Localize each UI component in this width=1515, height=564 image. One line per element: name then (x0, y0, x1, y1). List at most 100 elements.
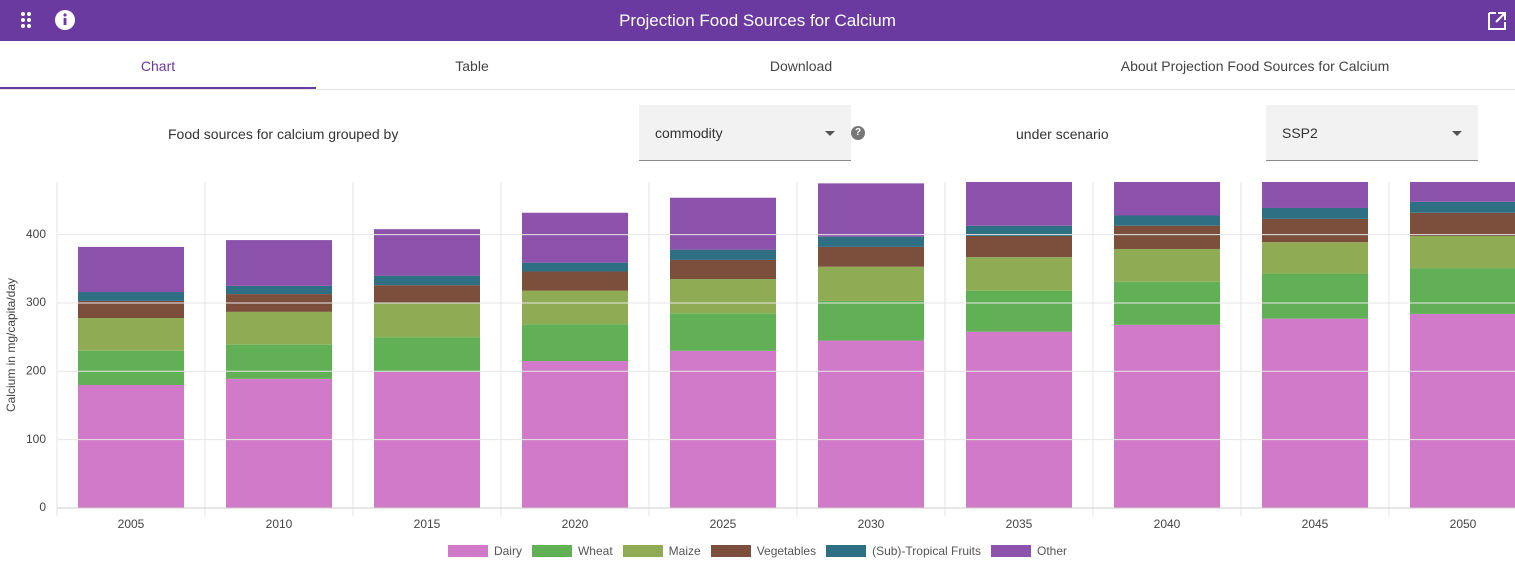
bar-segment (818, 246, 924, 267)
apps-icon[interactable] (19, 11, 39, 31)
bar-segment (522, 361, 628, 508)
scenario-select[interactable]: SSP2 (1266, 105, 1478, 161)
bar-segment (1114, 248, 1220, 282)
bar-segment (374, 337, 480, 372)
legend-item[interactable]: Dairy (447, 544, 522, 558)
legend-swatch (447, 545, 488, 557)
bar-segment (226, 344, 332, 379)
bar-segment (374, 275, 480, 286)
bar-segment (1410, 235, 1515, 269)
x-tick-label: 2045 (1302, 517, 1329, 531)
legend-item[interactable]: (Sub)-Tropical Fruits (826, 544, 981, 558)
legend-item[interactable]: Vegetables (710, 544, 817, 558)
chart: Calcium in mg/capita/day 0 100 200 300 400 20… (4, 182, 1515, 531)
bar-segment (1262, 242, 1368, 274)
bar-segment (1410, 201, 1515, 213)
bar-segment (670, 313, 776, 351)
bar-segment (522, 212, 628, 263)
legend-label: Maize (668, 544, 701, 558)
legend-label: Other (1037, 544, 1068, 558)
x-tick-label: 2005 (118, 517, 145, 531)
bar-segment (1410, 268, 1515, 314)
bar-segment (1114, 225, 1220, 249)
bar-segment (522, 271, 628, 291)
legend-label: Vegetables (756, 544, 817, 558)
tab-indicator (0, 87, 316, 89)
bar-segment (966, 225, 1072, 236)
bar-segment (374, 285, 480, 303)
bar-segment (1410, 313, 1515, 508)
bar-segment (818, 300, 924, 341)
bar-segment (670, 259, 776, 280)
bar-segment (818, 183, 924, 237)
legend-label: Wheat (577, 544, 613, 558)
bar-segment (1262, 318, 1368, 508)
bar-segment (78, 350, 184, 385)
bar-segment (226, 240, 332, 286)
bar-segment (78, 300, 184, 319)
bar-segment (374, 229, 480, 276)
legend: Dairy Wheat Maize Vegetables (Sub)-Tropical … (0, 544, 1515, 558)
bar-segment (78, 384, 184, 508)
bar-segment (670, 249, 776, 260)
y-tick-label: 100 (26, 432, 46, 446)
bar-segment (1410, 212, 1515, 236)
x-tick-label: 2040 (1154, 517, 1181, 531)
bar-segment (818, 236, 924, 247)
legend-label: (Sub)-Tropical Fruits (872, 544, 981, 558)
tab[interactable]: Table (455, 58, 489, 74)
bar-segment (1114, 215, 1220, 226)
tab[interactable]: Chart (140, 58, 176, 74)
bar-segment (670, 197, 776, 250)
bar-segment (966, 257, 1072, 291)
legend-swatch (531, 545, 572, 557)
bar-segment (226, 311, 332, 345)
x-tick-label: 2035 (1006, 517, 1033, 531)
y-tick-label: 300 (26, 295, 46, 309)
bar-segment (1262, 218, 1368, 243)
bar-segment (966, 331, 1072, 508)
y-tick-label: 200 (26, 363, 46, 377)
x-tick-label: 2025 (710, 517, 737, 531)
y-axis-label: Calcium in mg/capita/day (4, 278, 18, 412)
bar-segment (818, 340, 924, 508)
bar-segment (1114, 324, 1220, 508)
bar-segment (1262, 207, 1368, 219)
tab[interactable]: Download (769, 58, 833, 74)
legend-item[interactable]: Wheat (531, 544, 613, 558)
legend-label: Dairy (493, 544, 522, 558)
x-tick-label: 2050 (1450, 517, 1477, 531)
open-external-icon[interactable] (1487, 11, 1507, 31)
legend-swatch (710, 545, 751, 557)
bar-segment (966, 235, 1072, 258)
app-header: Projection Food Sources for Calcium (0, 0, 1515, 41)
bar-segment (522, 324, 628, 362)
app-title: Projection Food Sources for Calcium (619, 11, 896, 30)
legend-swatch (622, 545, 663, 557)
select-value: commodity (655, 125, 723, 141)
x-tick-label: 2015 (414, 517, 441, 531)
legend-item[interactable]: Maize (622, 544, 701, 558)
group-select[interactable]: commodity (639, 105, 851, 161)
info-icon[interactable] (54, 9, 76, 31)
legend-swatch (826, 545, 867, 557)
bar-segment (966, 290, 1072, 332)
x-tick-label: 2030 (858, 517, 885, 531)
bar-segment (818, 266, 924, 301)
bar-segment (374, 302, 480, 338)
bar-segment (1262, 182, 1368, 208)
bar-segment (670, 350, 776, 508)
help-icon[interactable]: ? (851, 126, 865, 140)
bar-segment (78, 318, 184, 351)
bar-segment (1262, 273, 1368, 319)
bar-segment (966, 182, 1072, 226)
x-tick-label: 2020 (562, 517, 589, 531)
bar-segment (522, 290, 628, 325)
y-tick-label: 400 (26, 227, 46, 241)
x-tick-label: 2010 (266, 517, 293, 531)
bar-segment (78, 292, 184, 301)
legend-item[interactable]: Other (991, 544, 1067, 558)
bar-segment (1114, 182, 1220, 216)
bar-segment (670, 279, 776, 314)
tab[interactable]: About Projection Food Sources for Calciu… (1120, 58, 1390, 74)
